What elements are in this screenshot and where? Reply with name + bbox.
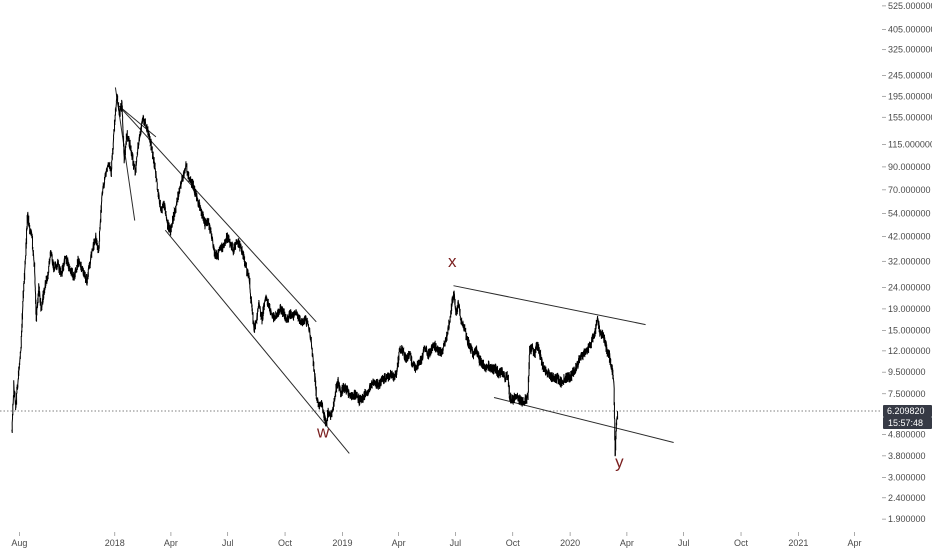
price-tick-label: 9.500000 <box>888 367 926 377</box>
price-tick-label: 12.000000 <box>888 346 931 356</box>
time-tick-label: 2019 <box>332 538 352 548</box>
time-tick-label: Jul <box>678 538 690 548</box>
current-price-label: 6.209820 <box>887 406 925 416</box>
price-tick-label: 405.000000 <box>888 25 932 35</box>
wave-label-group: w x y <box>316 252 624 471</box>
wave-label-x: x <box>448 252 457 271</box>
price-tick-label: 19.000000 <box>888 304 931 314</box>
price-tick-label: 3.800000 <box>888 451 926 461</box>
price-tick-label: 195.000000 <box>888 91 932 101</box>
price-tick-label: 32.000000 <box>888 256 931 266</box>
price-tick-label: 155.000000 <box>888 112 932 122</box>
time-tick-label: Apr <box>848 538 862 548</box>
price-tick-label: 15.000000 <box>888 325 931 335</box>
time-tick-label: Aug <box>11 538 27 548</box>
price-tick-label: 1.900000 <box>888 514 926 524</box>
current-price-badge <box>883 404 932 417</box>
time-tick-label: 2018 <box>105 538 125 548</box>
time-tick-label: Apr <box>620 538 634 548</box>
trendline[interactable] <box>453 285 646 326</box>
trendline[interactable] <box>164 229 350 454</box>
price-tick-label: 115.000000 <box>888 140 932 150</box>
price-tick-label: 7.500000 <box>888 389 926 399</box>
price-tick-label: 70.000000 <box>888 185 931 195</box>
time-tick-label: Jul <box>222 538 234 548</box>
trendline[interactable] <box>118 105 317 323</box>
time-tick-label: Oct <box>506 538 521 548</box>
time-axis[interactable]: Aug 2018 Apr Jul Oct 2019 Apr Jul Oct 2020 Apr Jul O… <box>11 532 862 548</box>
time-tick-label: Apr <box>164 538 178 548</box>
price-tick-label: 24.000000 <box>888 283 931 293</box>
price-tick-label: 245.000000 <box>888 70 932 80</box>
time-tick-label: 2020 <box>560 538 580 548</box>
price-tick-label: 3.000000 <box>888 472 926 482</box>
trendline-group <box>114 87 674 454</box>
price-axis[interactable]: 525.000000 405.000000 325.000000 245.000000… <box>882 1 932 524</box>
price-tick-label: 4.800000 <box>888 430 926 440</box>
price-tick-label: 2.400000 <box>888 493 926 503</box>
price-tick-label: 42.000000 <box>888 231 931 241</box>
time-tick-label: 2021 <box>788 538 808 548</box>
time-tick-label: Oct <box>278 538 293 548</box>
countdown-badge <box>883 416 932 429</box>
wave-label-y: y <box>615 452 624 471</box>
price-tick-label: 54.000000 <box>888 209 931 219</box>
countdown-label: 15:57:48 <box>888 418 923 428</box>
wave-label-w: w <box>316 422 330 441</box>
price-tick-label: 325.000000 <box>888 45 932 55</box>
current-price-badges: 6.209820 15:57:48 <box>883 404 932 429</box>
time-tick-label: Jul <box>450 538 462 548</box>
trendline[interactable] <box>118 105 157 138</box>
time-tick-label: Oct <box>734 538 749 548</box>
price-series-line <box>11 93 619 457</box>
price-tick-label: 525.000000 <box>888 1 932 11</box>
time-tick-label: Apr <box>392 538 406 548</box>
price-tick-label: 90.000000 <box>888 162 931 172</box>
